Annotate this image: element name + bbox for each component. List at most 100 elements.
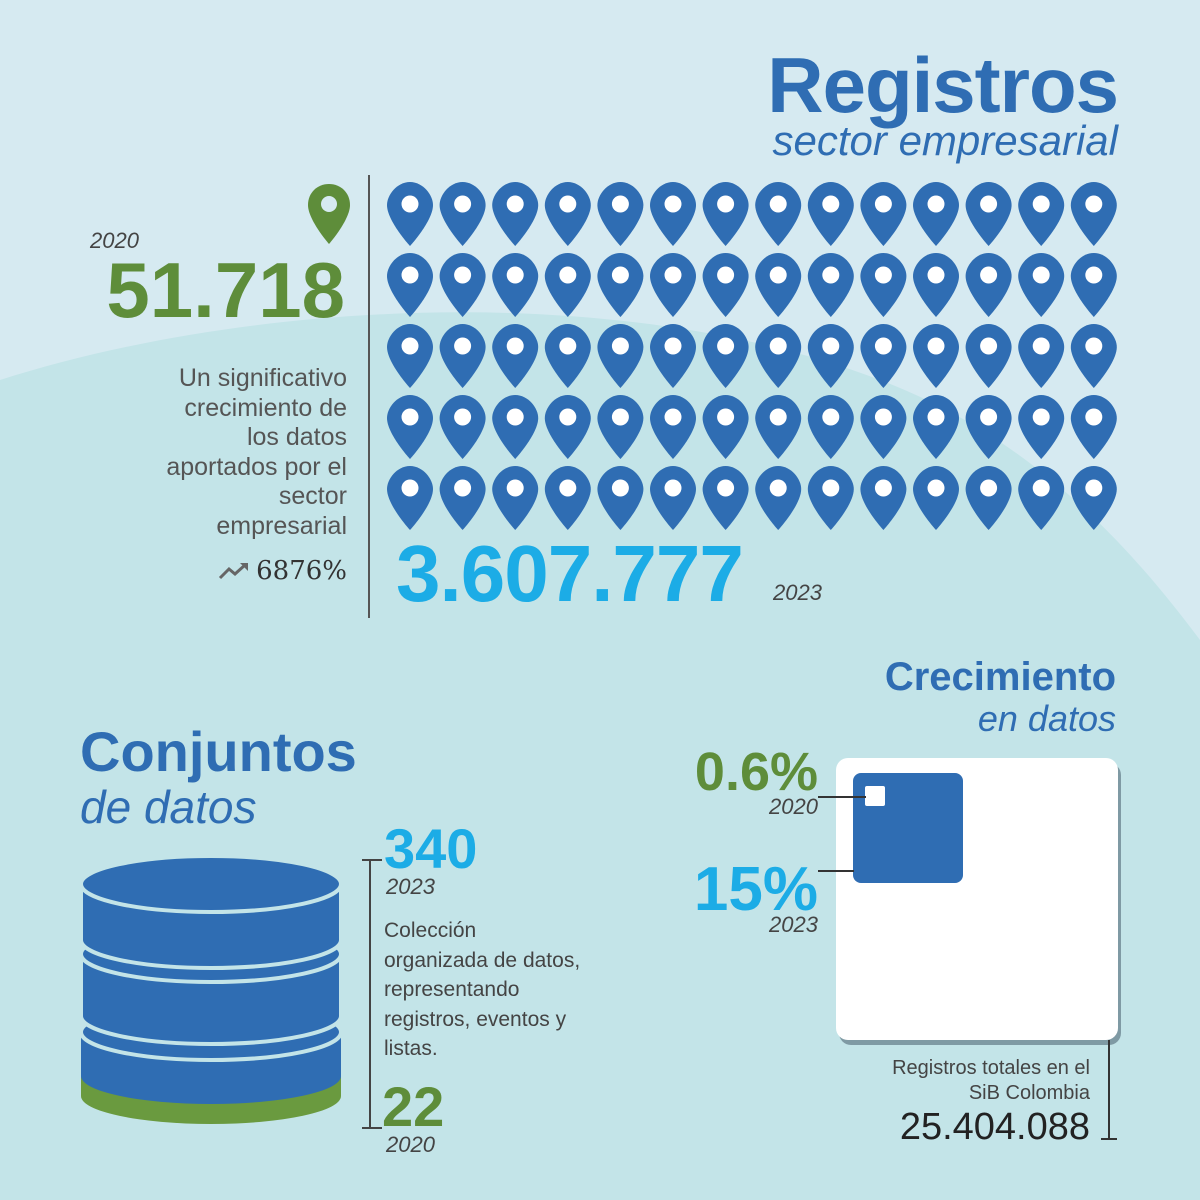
registros-title: Registros [767, 41, 1119, 129]
crecimiento-title: Crecimiento [884, 655, 1116, 699]
location-pin-icon [597, 324, 644, 388]
location-pin-icon [755, 253, 802, 317]
description-line: crecimiento de [184, 393, 347, 422]
total-bracket-foot [1101, 1138, 1117, 1140]
location-pin-icon [1018, 395, 1065, 459]
conjuntos-value-2020: 22 [382, 1075, 445, 1138]
crecimiento-year-2023: 2023 [769, 912, 818, 937]
location-pin-icon [387, 395, 433, 459]
registros-value-2020: 51.718 [106, 246, 345, 334]
location-pin-icon [492, 324, 539, 388]
registros-subtitle: sector empresarial [772, 117, 1118, 164]
location-pin-icon [387, 324, 433, 388]
location-pin-icon [807, 395, 854, 459]
location-pin-icon [597, 182, 644, 246]
description-line: listas. [384, 1037, 438, 1060]
location-pin-icon [1070, 324, 1117, 388]
location-pin-icon [1070, 182, 1117, 246]
crecimiento-pct-2023: 15% [693, 855, 818, 924]
location-pin-icon [1070, 395, 1117, 459]
conjuntos-year-2023: 2023 [386, 874, 435, 899]
location-pin-icon [597, 253, 644, 317]
description-line: representando [384, 978, 520, 1001]
registros-year-2020: 2020 [90, 228, 139, 253]
location-pin-icon [807, 182, 854, 246]
conjuntos-title: Conjuntos [80, 720, 357, 783]
location-pin-icon [1018, 253, 1065, 317]
description-line: aportados por el [166, 452, 347, 481]
location-pin-icon [439, 395, 486, 459]
description-line: organizada de datos, [384, 948, 581, 972]
location-pin-icon [1018, 182, 1065, 246]
location-pin-icon [439, 253, 486, 317]
description-line: sector [278, 482, 347, 510]
range-bracket [362, 859, 382, 1129]
location-pin-icon [597, 395, 644, 459]
trend-up-icon [219, 563, 249, 580]
location-pin-icon [860, 466, 907, 530]
location-pin-icon [702, 253, 749, 317]
total-label: Registros totales en el SiB Colombia [892, 1056, 1090, 1106]
location-pin-icon [702, 395, 749, 459]
leader-line-2020 [818, 796, 866, 798]
location-pin-icon [965, 182, 1012, 246]
location-pin-icon [439, 466, 486, 530]
location-pin-icon [913, 395, 959, 459]
location-pin-icon [755, 395, 802, 459]
location-pin-icon [807, 466, 854, 530]
location-pin-icon [702, 466, 749, 530]
location-pin-icon [913, 324, 959, 388]
location-pin-icon [807, 253, 854, 317]
location-pin-icon [913, 253, 959, 317]
location-pin-icon [1070, 253, 1117, 317]
growth-indicator: 6876% [218, 556, 347, 586]
location-pin-icon [650, 324, 696, 388]
location-pin-icon [439, 324, 486, 388]
location-pin-icon [650, 182, 696, 246]
location-pin-icon [965, 253, 1012, 317]
description-line: empresarial [216, 511, 347, 540]
crecimiento-subtitle: en datos [977, 698, 1116, 739]
location-pin-icon [544, 253, 591, 317]
conjuntos-year-2020: 2020 [386, 1132, 435, 1157]
crecimiento-year-2020: 2020 [769, 794, 818, 819]
total-label-line: SiB Colombia [968, 1082, 1090, 1104]
location-pin-icon [308, 184, 350, 244]
location-pin-icon [544, 182, 591, 246]
location-pin-icon [439, 182, 486, 246]
location-pin-icon [544, 395, 591, 459]
total-label-line: Registros totales en el [892, 1057, 1090, 1079]
location-pin-icon [965, 395, 1012, 459]
location-pin-icon [1018, 324, 1065, 388]
location-pin-icon [387, 182, 433, 246]
leader-line-2023 [818, 870, 854, 872]
location-pin-icon [387, 253, 433, 317]
description-line: Un significativo [178, 364, 347, 392]
location-pin-icon [492, 253, 539, 317]
description-line: Colección [384, 919, 477, 942]
location-pin-icon [807, 324, 854, 388]
divider [368, 175, 370, 618]
location-pin-icon [387, 466, 433, 530]
location-pin-icon [913, 182, 959, 246]
conjuntos-description: Colección organizada de datos, represent… [384, 916, 624, 1064]
location-pin-icon [755, 182, 802, 246]
location-pin-icon [860, 253, 907, 317]
location-pin-icon [755, 466, 802, 530]
total-bracket [1108, 1040, 1110, 1140]
conjuntos-value-2023: 340 [384, 817, 478, 880]
location-pin-icon [544, 466, 591, 530]
location-pin-icon [965, 466, 1012, 530]
crecimiento-pct-2020: 0.6% [694, 742, 818, 802]
location-pin-icon [1018, 466, 1065, 530]
location-pin-icon [860, 395, 907, 459]
location-pin-icon [650, 395, 696, 459]
location-pin-icon [913, 466, 959, 530]
description-line: registros, eventos y [384, 1007, 567, 1031]
location-pin-icon [492, 395, 539, 459]
location-pin-icon [544, 324, 591, 388]
location-pin-icon [1070, 466, 1117, 530]
registros-description: Un significativo crecimiento de los dato… [87, 364, 347, 541]
description-line: los datos [246, 423, 347, 451]
registros-year-2023: 2023 [773, 580, 822, 605]
